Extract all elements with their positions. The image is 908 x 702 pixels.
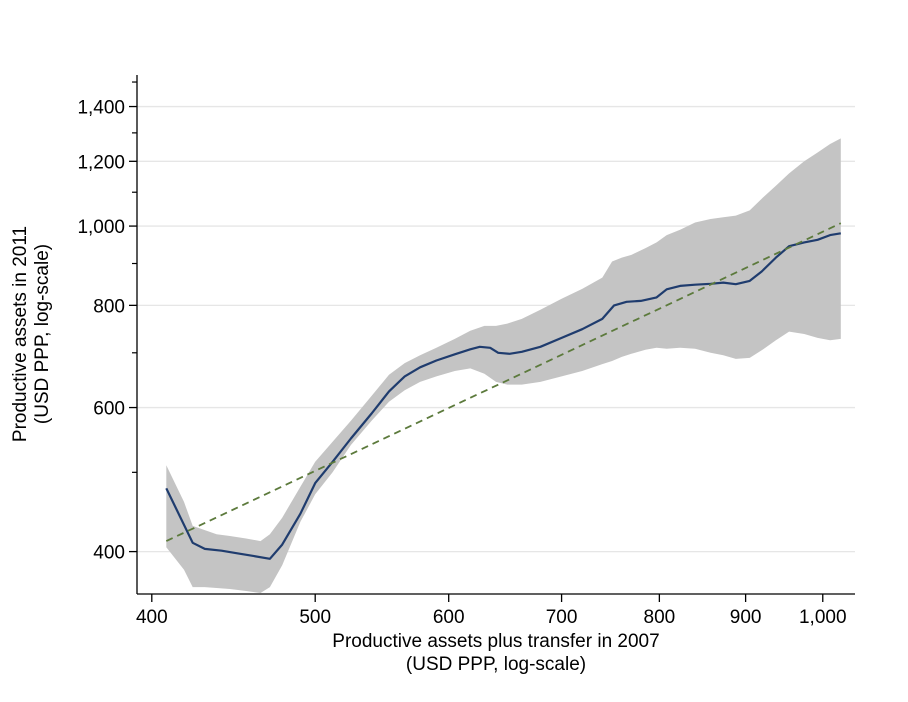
confidence-band-layer — [166, 138, 841, 593]
x-tick-label: 400 — [136, 607, 168, 628]
x-tick-label: 800 — [644, 607, 676, 628]
y-tick-label: 1,200 — [77, 152, 125, 173]
gridlines — [137, 105, 855, 553]
x-tick-label: 1,000 — [799, 607, 847, 628]
estimate-line — [165, 232, 841, 560]
x-tick-label: 600 — [433, 607, 465, 628]
y-tick-label: 1,400 — [77, 98, 125, 119]
y-tick-label: 600 — [93, 399, 125, 420]
y-axis-title-line: Productive assets in 2011 — [10, 226, 31, 442]
x-tick-label: 500 — [299, 607, 331, 628]
linear-fit-line — [165, 222, 842, 542]
y-tick-label: 1,000 — [77, 217, 125, 238]
axes — [129, 75, 855, 602]
y-tick-label: 400 — [93, 543, 125, 564]
y-axis-title-line: (USD PPP, log-scale) — [32, 244, 53, 424]
x-tick-label: 700 — [546, 607, 578, 628]
series-line-layer — [165, 222, 842, 560]
axis-titles: Productive assets plus transfer in 2007(… — [10, 226, 660, 675]
confidence-band — [166, 138, 841, 593]
x-axis-title-line: Productive assets plus transfer in 2007 — [332, 631, 659, 652]
y-tick-label: 800 — [93, 296, 125, 317]
tick-labels: 400 600 800 1,000 1,200 1,400 400 500 600 700 800 9… — [77, 98, 846, 628]
x-tick-label: 900 — [730, 607, 762, 628]
x-axis-title-line: (USD PPP, log-scale) — [406, 654, 586, 675]
